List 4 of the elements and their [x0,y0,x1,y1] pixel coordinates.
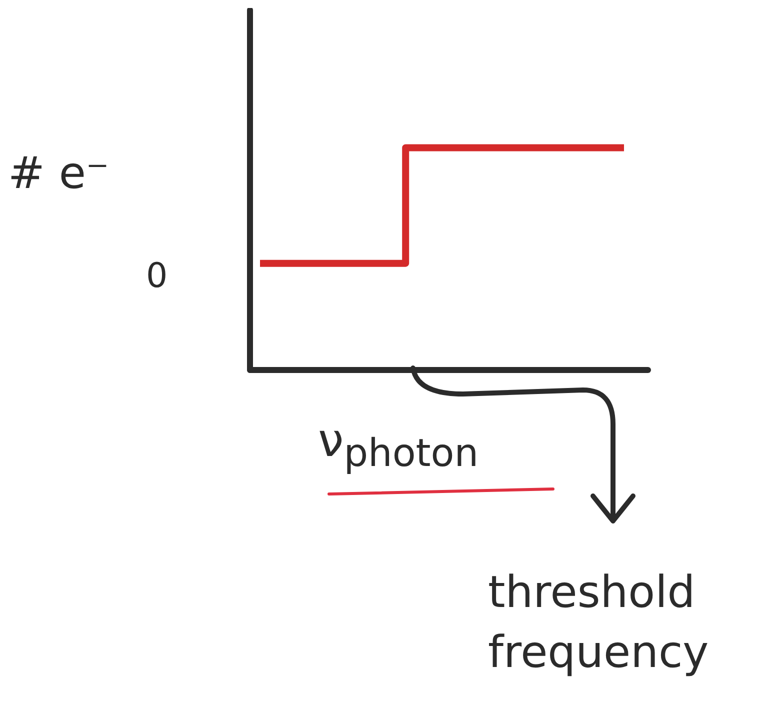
text: threshold frequency [488,566,710,680]
y-axis-title: # e⁻ [8,148,110,199]
x-axis-title: ν$_{photon}$ [318,413,479,476]
text: 0 [146,255,169,298]
